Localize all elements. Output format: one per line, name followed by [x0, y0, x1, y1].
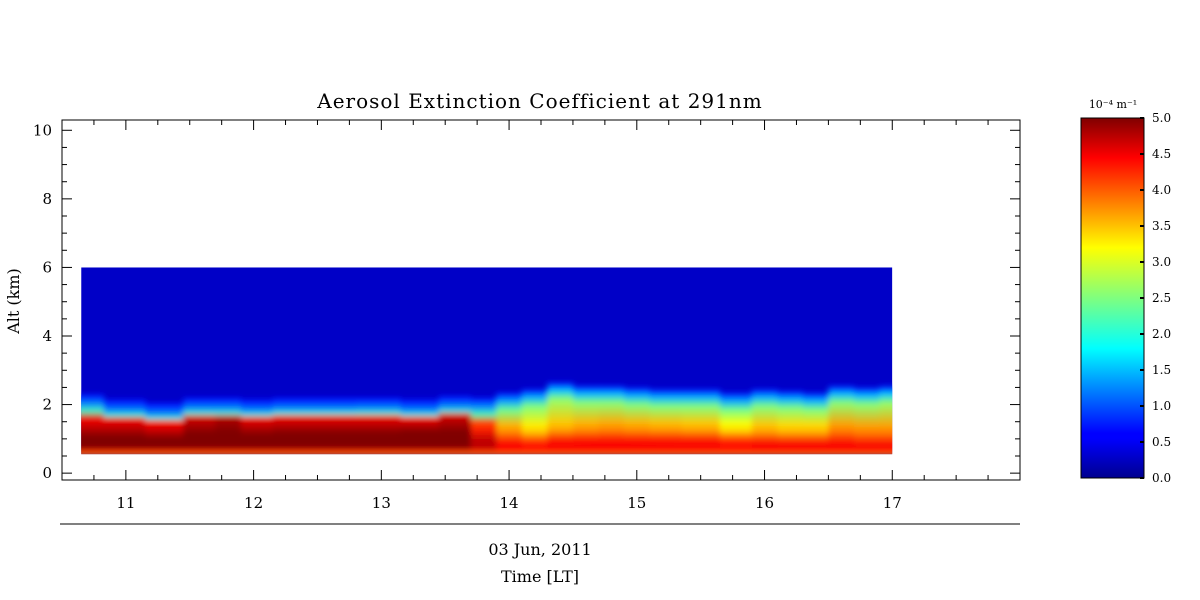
y-tick-label: 6 [42, 258, 52, 276]
y-axis-label: Alt (km) [4, 268, 23, 335]
y-tick-label: 2 [42, 396, 52, 414]
colorbar-tick-label: 3.0 [1152, 255, 1171, 269]
heatmap-column [215, 397, 242, 455]
colorbar-tick-label: 0.5 [1152, 435, 1171, 449]
y-tick-label: 4 [42, 327, 52, 345]
heatmap-column [311, 397, 357, 455]
x-tick-label: 13 [372, 494, 391, 512]
colorbar-gradient [1080, 117, 1145, 479]
colorbar-tick-label: 0.0 [1152, 471, 1171, 485]
y-tick-label: 10 [33, 121, 52, 139]
colorbar-unit: 10⁻⁴ m⁻¹ [1089, 98, 1137, 111]
x-tick-label: 14 [500, 494, 519, 512]
heatmap-column [240, 399, 274, 455]
plot-area: 11 12 13 14 15 16 17 0 2 4 6 8 10 [33, 119, 1021, 512]
heatmap-column [496, 392, 523, 455]
y-tick-label: 8 [42, 190, 52, 208]
heatmap-column [802, 392, 829, 455]
heatmap-column [719, 392, 753, 455]
heatmap-column [598, 385, 625, 455]
colorbar-tick-label: 4.0 [1152, 183, 1171, 197]
heatmap-column [400, 399, 440, 455]
colorbar-tick-label: 2.5 [1152, 291, 1171, 305]
x-tick-label: 16 [755, 494, 774, 512]
heatmap-column [521, 389, 548, 455]
heatmap-column [828, 385, 855, 455]
x-tick-label: 15 [627, 494, 646, 512]
heatmap-column [355, 397, 401, 455]
heatmap-column [649, 389, 683, 455]
chart-title: Aerosol Extinction Coefficient at 291nm [316, 89, 762, 113]
heatmap-column [572, 385, 599, 455]
y-tick-label: 0 [42, 464, 52, 482]
colorbar: 10⁻⁴ m⁻¹ 0.0 0.5 1.0 1.5 2.0 2.5 3.0 3.5 4.0 4.5 5… [1080, 98, 1171, 485]
heatmap-column [547, 382, 574, 455]
heatmap-column [438, 396, 472, 455]
heatmap-column [272, 397, 312, 455]
colorbar-tick-label: 1.5 [1152, 363, 1171, 377]
heatmap-column [681, 389, 721, 455]
heatmap-column [751, 389, 778, 455]
heatmap-column [624, 387, 651, 455]
colorbar-tick-label: 2.0 [1152, 327, 1171, 341]
heatmap-column [879, 385, 893, 455]
heatmap-column [145, 402, 184, 455]
heatmap-column [103, 399, 146, 455]
heatmap-column [853, 387, 880, 455]
colorbar-tick-label: 3.5 [1152, 219, 1171, 233]
x-tick-label: 11 [116, 494, 135, 512]
colorbar-tick-label: 5.0 [1152, 111, 1171, 125]
colorbar-tick-label: 1.0 [1152, 399, 1171, 413]
x-axis-label: Time [LT] [501, 567, 579, 586]
heatmap-column [777, 390, 804, 455]
x-axis-date: 03 Jun, 2011 [488, 540, 591, 559]
heatmap-column [81, 394, 105, 455]
heatmap-field [81, 267, 893, 455]
heatmap-column [470, 397, 497, 455]
x-tick-label: 12 [244, 494, 263, 512]
x-tick-label: 17 [883, 494, 902, 512]
colorbar-tick-label: 4.5 [1152, 147, 1171, 161]
heatmap-column [183, 397, 216, 455]
